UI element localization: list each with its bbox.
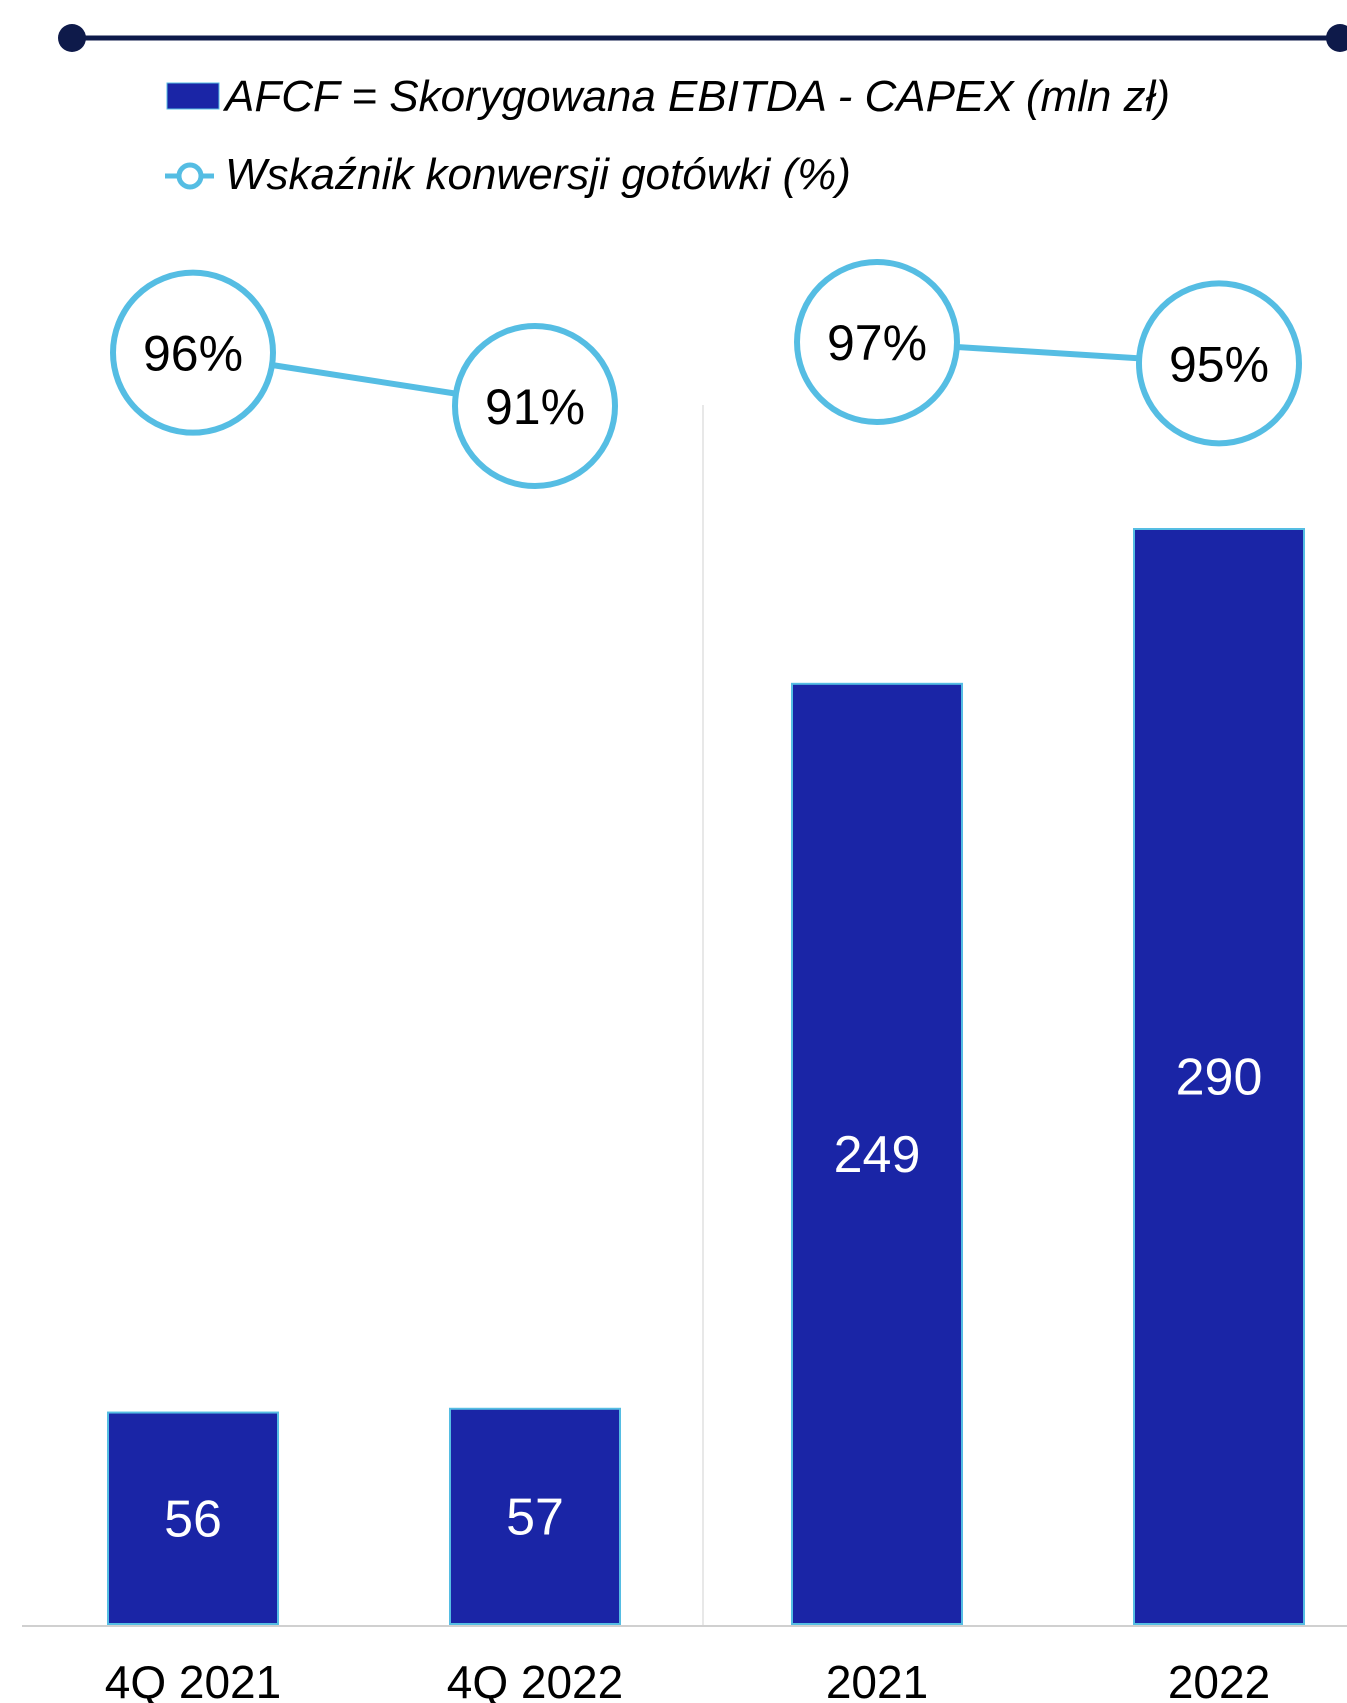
line-value-label-0: 96% — [143, 326, 243, 382]
line-marker-0 — [110, 269, 276, 436]
line-marker-1 — [452, 323, 618, 489]
top-rule-dot-right — [1326, 24, 1347, 52]
line-marker-2 — [794, 259, 960, 425]
line-value-label-1: 91% — [485, 379, 585, 435]
line-marker-3 — [1136, 280, 1302, 447]
bar-value-label-1: 57 — [506, 1488, 564, 1546]
bar-value-label-0: 56 — [164, 1490, 222, 1548]
category-label-0: 4Q 2021 — [105, 1656, 281, 1703]
bar-2 — [791, 682, 963, 1625]
line-value-label-3: 95% — [1169, 336, 1269, 392]
category-label-3: 2022 — [1168, 1656, 1270, 1703]
category-labels: 4Q 2021 4Q 2022 2021 2022 — [105, 1656, 1270, 1703]
bar-1 — [449, 1407, 621, 1626]
conversion-line: 96% 91% 97% 95% — [110, 259, 1302, 489]
bar-value-label-3: 290 — [1176, 1049, 1263, 1107]
legend: AFCF = Skorygowana EBITDA - CAPEX (mln z… — [165, 72, 1170, 199]
legend-bar-swatch — [166, 82, 220, 110]
top-rule-dot-left — [58, 24, 86, 52]
bars: 56 57 249 290 — [107, 528, 1305, 1626]
line-value-label-2: 97% — [827, 315, 927, 371]
category-label-1: 4Q 2022 — [447, 1656, 623, 1703]
legend-line-label: Wskaźnik konwersji gotówki (%) — [225, 150, 851, 199]
bar-value-label-2: 249 — [834, 1126, 921, 1184]
category-label-2: 2021 — [826, 1656, 928, 1703]
bar-0 — [107, 1411, 279, 1626]
legend-line-marker — [176, 162, 204, 190]
legend-bar-label: AFCF = Skorygowana EBITDA - CAPEX (mln z… — [222, 72, 1170, 121]
bar-3 — [1133, 528, 1305, 1625]
